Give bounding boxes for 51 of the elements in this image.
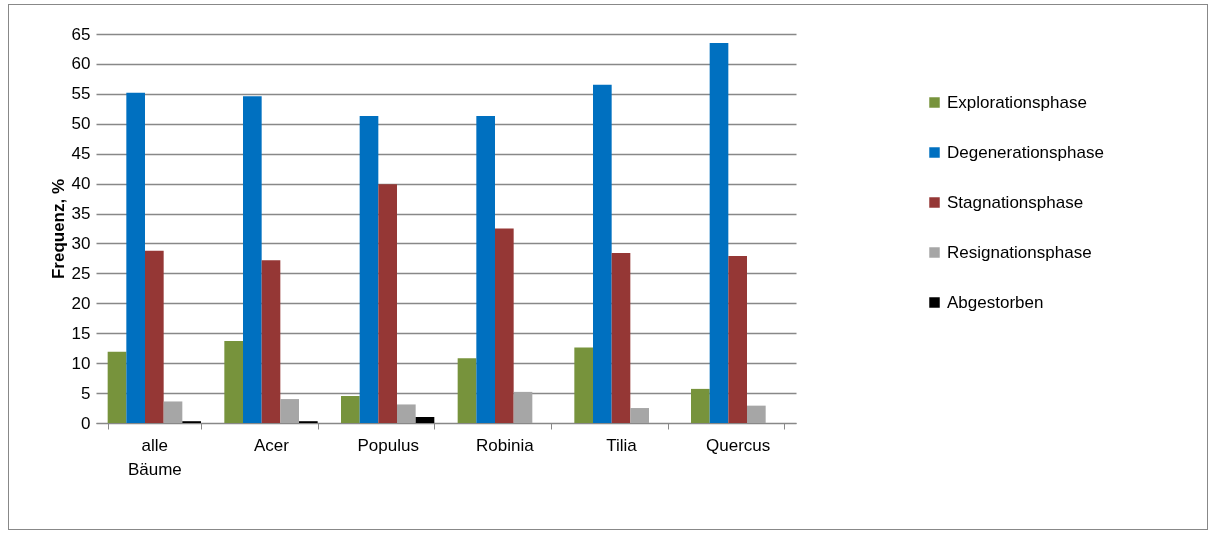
bar <box>593 84 612 423</box>
y-tick-label: 20 <box>71 293 91 313</box>
y-tick-label: 45 <box>71 144 91 164</box>
x-tick-label: Quercus <box>706 435 771 455</box>
y-tick-label: 55 <box>71 84 91 104</box>
bar <box>359 115 379 423</box>
y-tick-label: 40 <box>71 174 91 194</box>
legend-label: Stagnationsphase <box>947 192 1084 212</box>
bar <box>261 260 281 423</box>
x-tick-label: Tilia <box>606 435 638 455</box>
bar <box>709 42 729 423</box>
bar <box>495 228 514 423</box>
y-tick-label: 30 <box>71 233 91 253</box>
bar <box>145 250 164 423</box>
bar <box>611 253 631 423</box>
y-tick-label: 15 <box>71 323 91 343</box>
y-axis-title: Frequenz, % <box>48 178 68 280</box>
bar <box>280 399 299 423</box>
x-tick-label: alle Bäume <box>127 435 182 479</box>
y-tick-label: 35 <box>71 204 91 224</box>
y-tick-label: 60 <box>71 54 91 74</box>
bar <box>224 341 243 423</box>
bar <box>513 391 533 423</box>
bar <box>457 358 477 423</box>
bar <box>691 388 710 423</box>
bar <box>630 408 649 423</box>
y-tick-label: 25 <box>71 263 91 283</box>
bar <box>341 396 360 423</box>
bar <box>163 401 183 423</box>
bar <box>747 405 766 423</box>
x-tick-label: Acer <box>254 435 290 455</box>
bar <box>476 115 495 423</box>
y-tick-label: 65 <box>71 24 91 44</box>
bar <box>107 351 127 423</box>
y-tick-label: 10 <box>71 353 91 373</box>
bar <box>243 96 262 423</box>
legend-label: Explorationsphase <box>947 92 1087 112</box>
bar <box>574 347 593 423</box>
bar <box>728 256 747 423</box>
legend-label: Abgestorben <box>947 292 1044 312</box>
bar <box>378 184 397 423</box>
bar <box>126 92 145 423</box>
y-tick-label: 50 <box>71 114 91 134</box>
legend-label: Resignationsphase <box>947 242 1092 262</box>
x-tick-label: Populus <box>357 435 419 455</box>
bar <box>415 417 435 423</box>
legend-label: Degenerationsphase <box>947 142 1104 162</box>
y-tick-label: 5 <box>81 383 91 403</box>
bar <box>397 404 416 423</box>
y-tick-label: 0 <box>81 413 91 433</box>
x-tick-label: Robinia <box>476 435 535 455</box>
